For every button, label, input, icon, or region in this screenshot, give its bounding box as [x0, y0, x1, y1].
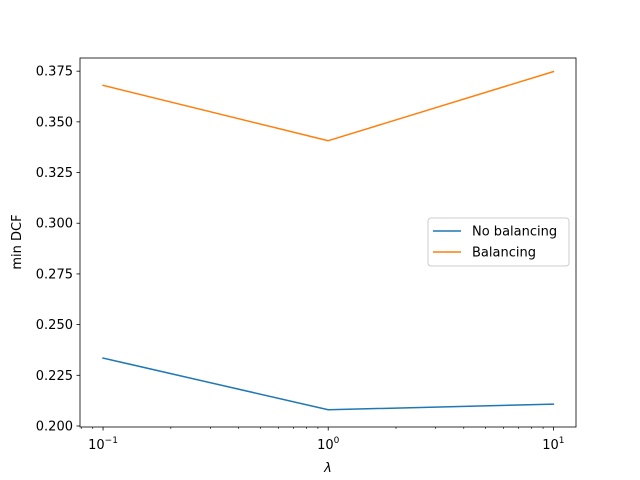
x-tick-label: 100: [317, 436, 340, 453]
y-tick-label: 0.275: [36, 267, 73, 282]
x-tick-label: 101: [542, 436, 564, 453]
legend-entries: No balancing Balancing: [433, 225, 557, 261]
y-tick-label: 0.225: [36, 369, 73, 384]
legend-label-1: Balancing: [472, 246, 536, 261]
series-layer: [102, 70, 555, 411]
x-axis-label: λ: [323, 461, 332, 476]
legend: No balancing Balancing: [427, 217, 570, 267]
y-tick-label: 0.200: [36, 419, 73, 434]
x-tick-label: 10−1: [88, 436, 118, 453]
y-tick-label: 0.375: [36, 65, 73, 80]
y-tick-label: 0.250: [36, 318, 73, 333]
legend-box: [427, 217, 570, 267]
x-axis: 10−1 100 101: [80, 427, 565, 453]
y-tick-label: 0.350: [36, 115, 73, 130]
y-axis-label: min DCF: [10, 214, 25, 269]
legend-label-0: No balancing: [472, 225, 557, 240]
series-line-1: [102, 70, 555, 142]
y-tick-label: 0.325: [36, 166, 73, 181]
y-axis: 0.200 0.225 0.250 0.275 0.300 0.325 0.350 0.375: [36, 65, 80, 434]
series-line-0: [102, 357, 555, 411]
y-tick-label: 0.300: [36, 217, 73, 232]
